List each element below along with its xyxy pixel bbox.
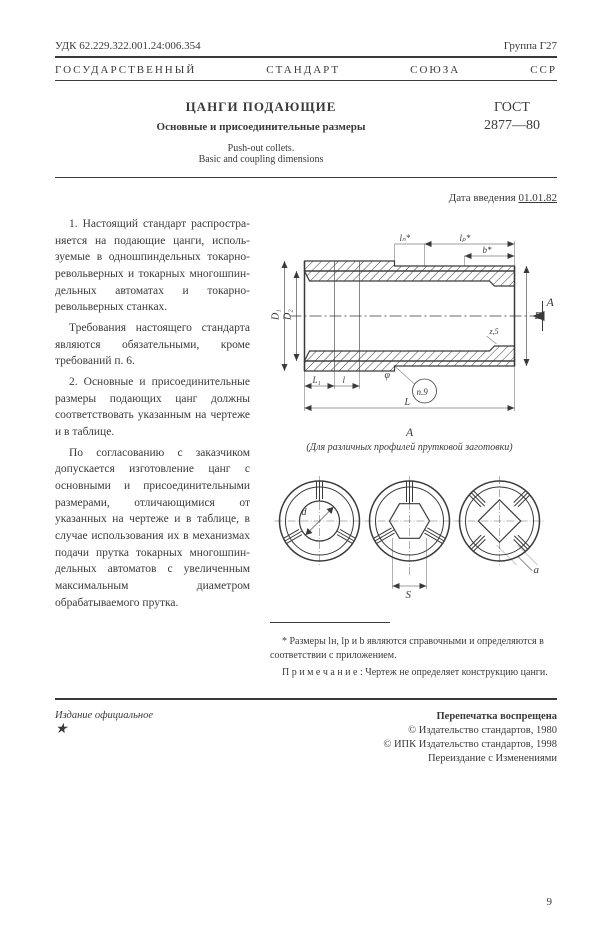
copyright-1: © Издательство стандартов, 1980 — [408, 725, 557, 736]
dim-z5: z,5 — [489, 327, 499, 336]
page-number: 9 — [547, 896, 553, 908]
footnote-block: * Размеры lн, lр и b являются справочным… — [270, 635, 557, 680]
para-3: 2. Основные и присоедини­тельные размеры… — [55, 374, 250, 441]
bottom-left: Издание официальное ★ — [55, 710, 153, 767]
rule-bottom — [55, 698, 557, 700]
footnote-rule — [270, 622, 390, 623]
gost-num: 2877—80 — [484, 118, 540, 133]
dim-s: S — [406, 589, 412, 601]
edition-label: Издание официальное — [55, 710, 153, 721]
title-ru-sub: Основные и присоединительные размеры — [55, 121, 467, 133]
title-en-1: Push-out collets. — [55, 143, 467, 154]
figure-2: d — [262, 461, 557, 616]
dim-d1: D₁ — [271, 309, 282, 321]
dim-ln: lₙ* — [400, 233, 411, 243]
reissue: Переиздание с Изменениями — [428, 753, 557, 764]
intro-date-value: 01.01.82 — [519, 192, 558, 204]
body-text: 1. Настоящий стандарт рас­простра­няется… — [55, 216, 250, 616]
para-1: 1. Настоящий стандарт рас­простра­няется… — [55, 216, 250, 316]
dim-phi: φ — [385, 370, 391, 381]
note-p9: n.9 — [417, 387, 429, 397]
dim-d-small: d — [302, 507, 308, 518]
dim-b: b* — [483, 245, 493, 255]
para-4: По согласованию с заказчи­ком допускаетс… — [55, 445, 250, 612]
section-label: A — [262, 425, 557, 440]
title-block: ЦАНГИ ПОДАЮЩИЕ Основные и присоединитель… — [55, 99, 557, 165]
rule-top — [55, 56, 557, 58]
title-left: ЦАНГИ ПОДАЮЩИЕ Основные и присоединитель… — [55, 99, 467, 165]
figure-1: D₁ D₂ D A lₙ* — [262, 216, 557, 421]
view-arrow-a: A — [546, 295, 555, 309]
group-code: Группа Г27 — [504, 40, 557, 52]
rule-under-title — [55, 177, 557, 178]
star-icon: ★ — [55, 722, 68, 737]
bottom-block: Издание официальное ★ Перепечатка воспре… — [55, 710, 557, 767]
profiles-caption: (Для различных профилей прутковой загото… — [262, 442, 557, 453]
dim-l: L — [404, 397, 411, 408]
intro-date-label: Дата введения — [449, 192, 519, 204]
udk-code: УДК 62.229.322.001.24:006.354 — [55, 40, 201, 52]
header-row: УДК 62.229.322.001.24:006.354 Группа Г27 — [55, 40, 557, 52]
intro-date: Дата введения 01.01.82 — [55, 192, 557, 204]
footnote-2: П р и м е ч а н и е : Чертеж не определя… — [270, 666, 557, 680]
body-row: 1. Настоящий стандарт рас­простра­няется… — [55, 216, 557, 616]
dim-a: a — [534, 564, 540, 576]
page: УДК 62.229.322.001.24:006.354 Группа Г27… — [0, 0, 602, 928]
title-ru-main: ЦАНГИ ПОДАЮЩИЕ — [55, 99, 467, 115]
dim-lp: lₚ* — [460, 233, 471, 243]
dim-l1: L₁ — [312, 375, 321, 385]
footnote-1: * Размеры lн, lр и b являются справочным… — [270, 635, 557, 662]
copyright-2: © ИПК Издательство стандартов, 1998 — [383, 739, 557, 750]
bottom-right: Перепечатка воспрещена © Издательство ст… — [383, 710, 557, 767]
figures-column: D₁ D₂ D A lₙ* — [262, 216, 557, 616]
banner-text: ГОСУДАРСТВЕННЫЙ СТАНДАРТ СОЮЗА ССР — [55, 64, 557, 76]
reprint-forbidden: Перепечатка воспрещена — [437, 711, 557, 722]
rule-under-banner — [55, 80, 557, 81]
gost-number: ГОСТ 2877—80 — [467, 99, 557, 165]
dim-d2: D₂ — [283, 309, 294, 321]
dim-ll: l — [343, 375, 346, 385]
title-en-2: Basic and coupling dimensions — [55, 154, 467, 165]
para-2: Требования настоящего стандарта являются… — [55, 320, 250, 370]
gost-label: ГОСТ — [494, 100, 530, 115]
